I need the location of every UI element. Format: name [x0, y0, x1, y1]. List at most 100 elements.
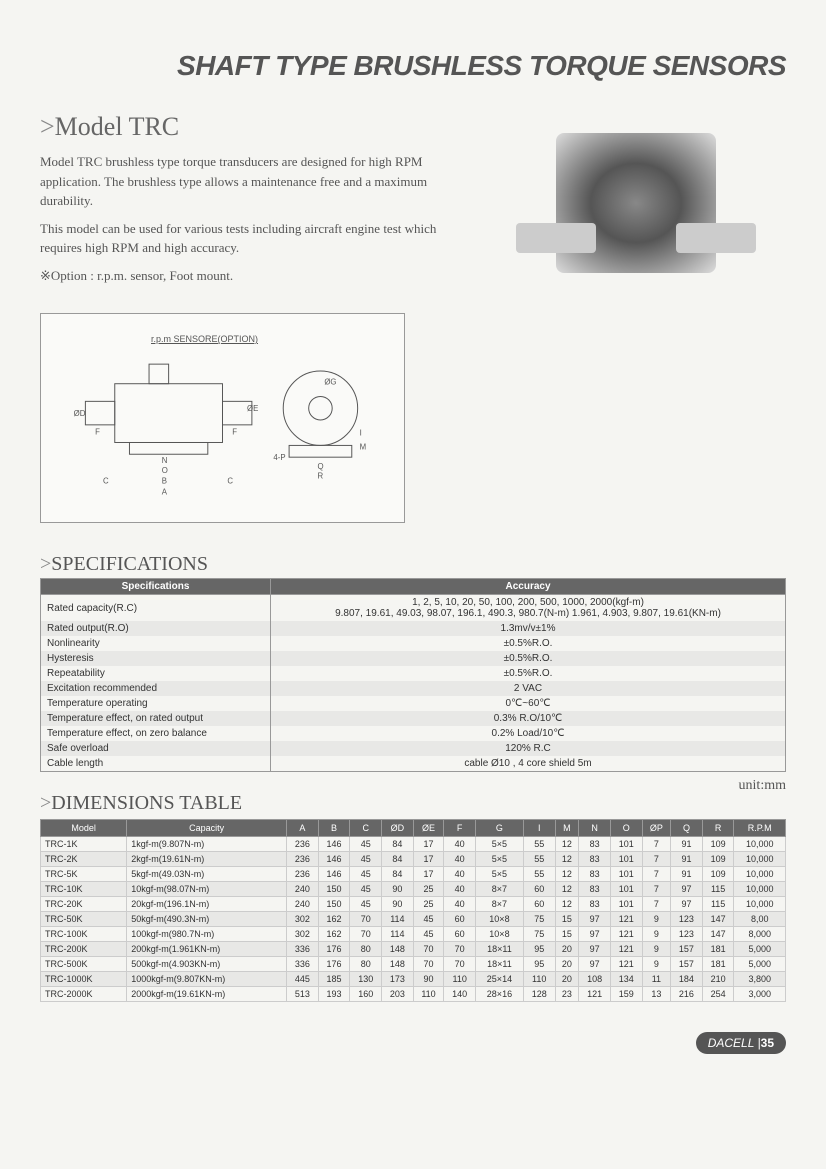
dim-cell: 147 — [702, 927, 734, 942]
dim-col: ØP — [642, 820, 670, 837]
dim-cell: 240 — [287, 882, 319, 897]
dim-cell: 336 — [287, 957, 319, 972]
dim-cell: 7 — [642, 867, 670, 882]
dim-cell: 95 — [523, 957, 555, 972]
spec-col-2: Accuracy — [271, 579, 786, 595]
dim-cell: 45 — [350, 867, 382, 882]
dim-col: C — [350, 820, 382, 837]
dim-cell: 134 — [610, 972, 642, 987]
spec-key: Hysteresis — [41, 651, 271, 666]
dim-row: TRC-2K2kgf-m(19.61N-m)236146458417405×55… — [41, 852, 786, 867]
dim-cell: 8,000 — [734, 927, 786, 942]
document-page: SHAFT TYPE BRUSHLESS TORQUE SENSORS >Mod… — [0, 0, 826, 1169]
dim-col: I — [523, 820, 555, 837]
dim-cell: 101 — [610, 852, 642, 867]
footer-page: 35 — [761, 1036, 774, 1050]
dim-cell: TRC-20K — [41, 897, 127, 912]
dim-col: R.P.M — [734, 820, 786, 837]
dim-cell: 236 — [287, 837, 319, 852]
dim-cell: 108 — [579, 972, 611, 987]
svg-text:ØD: ØD — [74, 409, 86, 418]
dim-cell: 25 — [413, 882, 444, 897]
dim-cell: TRC-10K — [41, 882, 127, 897]
dim-cell: 5×5 — [476, 837, 524, 852]
dim-cell: 115 — [702, 897, 734, 912]
dim-cell: 20 — [555, 942, 579, 957]
svg-text:ØG: ØG — [324, 378, 336, 387]
dim-cell: 23 — [555, 987, 579, 1002]
dim-cell: 123 — [671, 912, 703, 927]
dim-cell: 128 — [523, 987, 555, 1002]
specs-section-title: >SPECIFICATIONS — [40, 553, 786, 576]
dim-cell: 5kgf-m(49.03N-m) — [127, 867, 287, 882]
dim-cell: 513 — [287, 987, 319, 1002]
dim-cell: 176 — [318, 942, 350, 957]
spec-value: ±0.5%R.O. — [271, 651, 786, 666]
dim-col: ØE — [413, 820, 444, 837]
dims-unit: unit:mm — [739, 778, 786, 794]
dims-prefix: > — [40, 792, 51, 814]
dim-cell: 110 — [523, 972, 555, 987]
dim-cell: 101 — [610, 882, 642, 897]
dim-cell: 90 — [382, 897, 414, 912]
dim-cell: 10,000 — [734, 882, 786, 897]
spec-row: Nonlinearity±0.5%R.O. — [41, 636, 786, 651]
dim-cell: 184 — [671, 972, 703, 987]
spec-key: Nonlinearity — [41, 636, 271, 651]
dim-cell: 157 — [671, 957, 703, 972]
dim-cell: 17 — [413, 867, 444, 882]
dim-cell: 101 — [610, 837, 642, 852]
dim-cell: 84 — [382, 867, 414, 882]
dim-cell: 97 — [579, 942, 611, 957]
spec-row: Temperature effect, on rated output0.3% … — [41, 711, 786, 726]
spec-value: 0℃~60℃ — [271, 696, 786, 711]
spec-row: Repeatability±0.5%R.O. — [41, 666, 786, 681]
spec-key: Excitation recommended — [41, 681, 271, 696]
dim-cell: 5,000 — [734, 942, 786, 957]
dim-cell: 254 — [702, 987, 734, 1002]
dim-cell: 185 — [318, 972, 350, 987]
dim-cell: 60 — [444, 927, 476, 942]
dim-cell: 18×11 — [476, 942, 524, 957]
spec-row: Rated output(R.O)1.3mv/v±1% — [41, 621, 786, 636]
dim-cell: 60 — [444, 912, 476, 927]
svg-text:I: I — [360, 429, 362, 438]
dim-cell: 83 — [579, 852, 611, 867]
dim-cell: TRC-50K — [41, 912, 127, 927]
dim-cell: TRC-1K — [41, 837, 127, 852]
dim-col: N — [579, 820, 611, 837]
spec-key: Temperature effect, on zero balance — [41, 726, 271, 741]
dim-cell: 101 — [610, 867, 642, 882]
dim-cell: 5,000 — [734, 957, 786, 972]
dim-cell: 336 — [287, 942, 319, 957]
dim-cell: 97 — [579, 927, 611, 942]
dim-cell: 445 — [287, 972, 319, 987]
dim-cell: 20 — [555, 972, 579, 987]
dim-cell: 15 — [555, 912, 579, 927]
specifications-table: Specifications Accuracy Rated capacity(R… — [40, 578, 786, 772]
dim-cell: 25 — [413, 897, 444, 912]
dim-cell: 12 — [555, 882, 579, 897]
dim-header-row: ModelCapacityABCØDØEFGIMNOØPQRR.P.M — [41, 820, 786, 837]
dim-cell: 148 — [382, 942, 414, 957]
spec-value: ±0.5%R.O. — [271, 666, 786, 681]
dim-cell: 40 — [444, 867, 476, 882]
dim-cell: 60 — [523, 882, 555, 897]
dim-cell: 109 — [702, 852, 734, 867]
dim-cell: 193 — [318, 987, 350, 1002]
dim-cell: 70 — [350, 912, 382, 927]
dim-cell: TRC-5K — [41, 867, 127, 882]
dim-cell: 25×14 — [476, 972, 524, 987]
dim-cell: 9 — [642, 942, 670, 957]
dim-col: M — [555, 820, 579, 837]
dim-cell: 109 — [702, 837, 734, 852]
dim-cell: 114 — [382, 912, 414, 927]
dim-cell: TRC-2K — [41, 852, 127, 867]
model-desc-2: This model can be used for various tests… — [40, 219, 466, 258]
dim-cell: 12 — [555, 852, 579, 867]
dim-cell: 90 — [413, 972, 444, 987]
dims-section-title: >DIMENSIONS TABLE — [40, 792, 242, 815]
dim-cell: 17 — [413, 837, 444, 852]
spec-row: Safe overload120% R.C — [41, 741, 786, 756]
dim-cell: 20 — [555, 957, 579, 972]
